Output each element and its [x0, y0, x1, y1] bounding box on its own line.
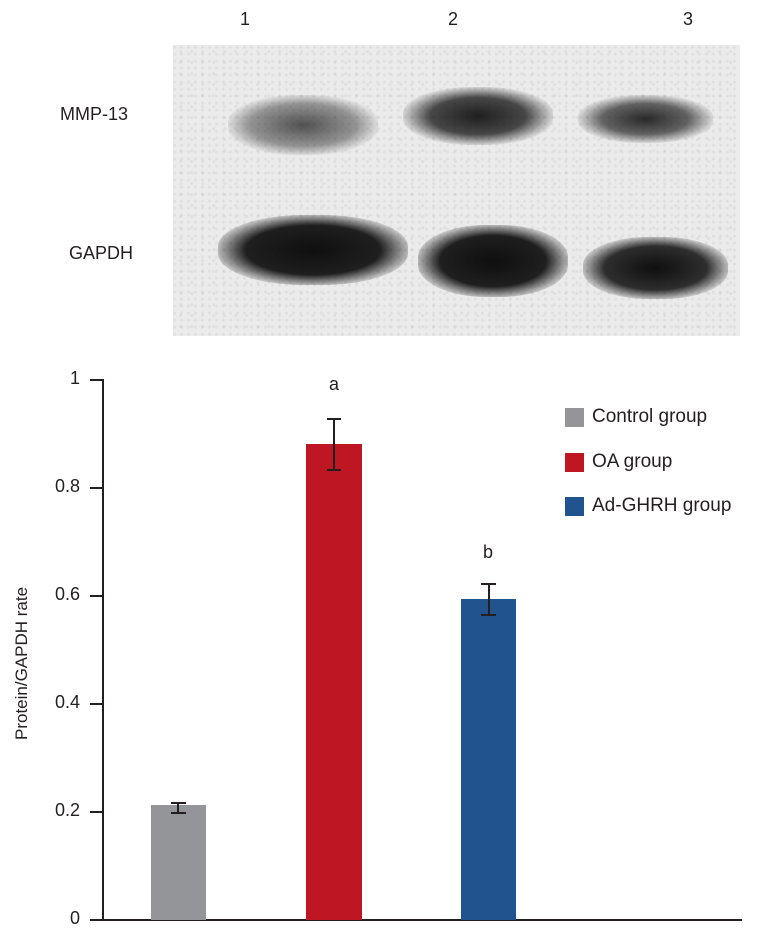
- y-tick-0.6: [90, 595, 103, 597]
- error-cap-top-ad-ghrh: [481, 583, 496, 585]
- legend-label-oa: OA group: [592, 451, 673, 472]
- y-tick-0.2: [90, 811, 103, 813]
- band-mmp13-lane3: [578, 95, 713, 143]
- y-tick-label-0.8: 0.8: [54, 476, 80, 496]
- y-tick-label-0.2: 0.2: [54, 800, 80, 820]
- legend-label-control: Control group: [592, 406, 708, 427]
- y-tick-0.4: [90, 703, 103, 705]
- significance-label-oa: a: [328, 374, 340, 394]
- band-gapdh-lane1: [218, 215, 408, 285]
- y-tick-label-1: 1: [69, 368, 80, 388]
- band-label-gapdh: GAPDH: [69, 243, 134, 263]
- legend-item-oa: OA group: [565, 451, 672, 473]
- lane-label-1: 1: [239, 9, 251, 29]
- band-gapdh-lane3: [583, 237, 728, 299]
- error-bar-control: [177, 802, 179, 813]
- x-axis: [102, 919, 742, 921]
- band-mmp13-lane1: [228, 95, 378, 155]
- blot-image: [173, 45, 740, 336]
- bar-oa-group: [306, 444, 362, 920]
- y-axis-label: Protein/GAPDH rate: [12, 586, 31, 740]
- legend-label-ad-ghrh: Ad-GHRH group: [592, 495, 732, 516]
- error-bar-ad-ghrh: [488, 583, 490, 615]
- legend-swatch-oa: [565, 452, 584, 472]
- error-cap-top-oa: [327, 418, 341, 420]
- y-tick-0: [90, 919, 103, 921]
- y-tick-label-0.4: 0.4: [54, 692, 80, 712]
- error-cap-bottom-oa: [327, 469, 341, 471]
- band-mmp13-lane2: [403, 87, 553, 145]
- legend-item-control: Control group: [565, 406, 707, 428]
- legend-item-ad-ghrh: Ad-GHRH group: [565, 495, 731, 517]
- legend-swatch-control: [565, 407, 584, 427]
- bar-ad-ghrh-group: [461, 599, 516, 920]
- significance-label-ad-ghrh: b: [482, 542, 494, 562]
- lane-label-2: 2: [447, 9, 459, 29]
- y-axis: [102, 379, 104, 921]
- y-tick-0.8: [90, 487, 103, 489]
- y-tick-1: [90, 379, 103, 381]
- band-label-mmp13: MMP-13: [60, 104, 129, 124]
- error-cap-bottom-control: [171, 812, 186, 814]
- legend-swatch-ad-ghrh: [565, 496, 584, 516]
- y-tick-label-0.6: 0.6: [54, 584, 80, 604]
- lane-label-3: 3: [682, 9, 694, 29]
- error-bar-oa: [333, 419, 335, 470]
- bar-control-group: [151, 805, 206, 920]
- band-gapdh-lane2: [418, 225, 568, 297]
- error-cap-top-control: [171, 802, 186, 804]
- error-cap-bottom-ad-ghrh: [481, 614, 496, 616]
- y-tick-label-0: 0: [69, 908, 80, 928]
